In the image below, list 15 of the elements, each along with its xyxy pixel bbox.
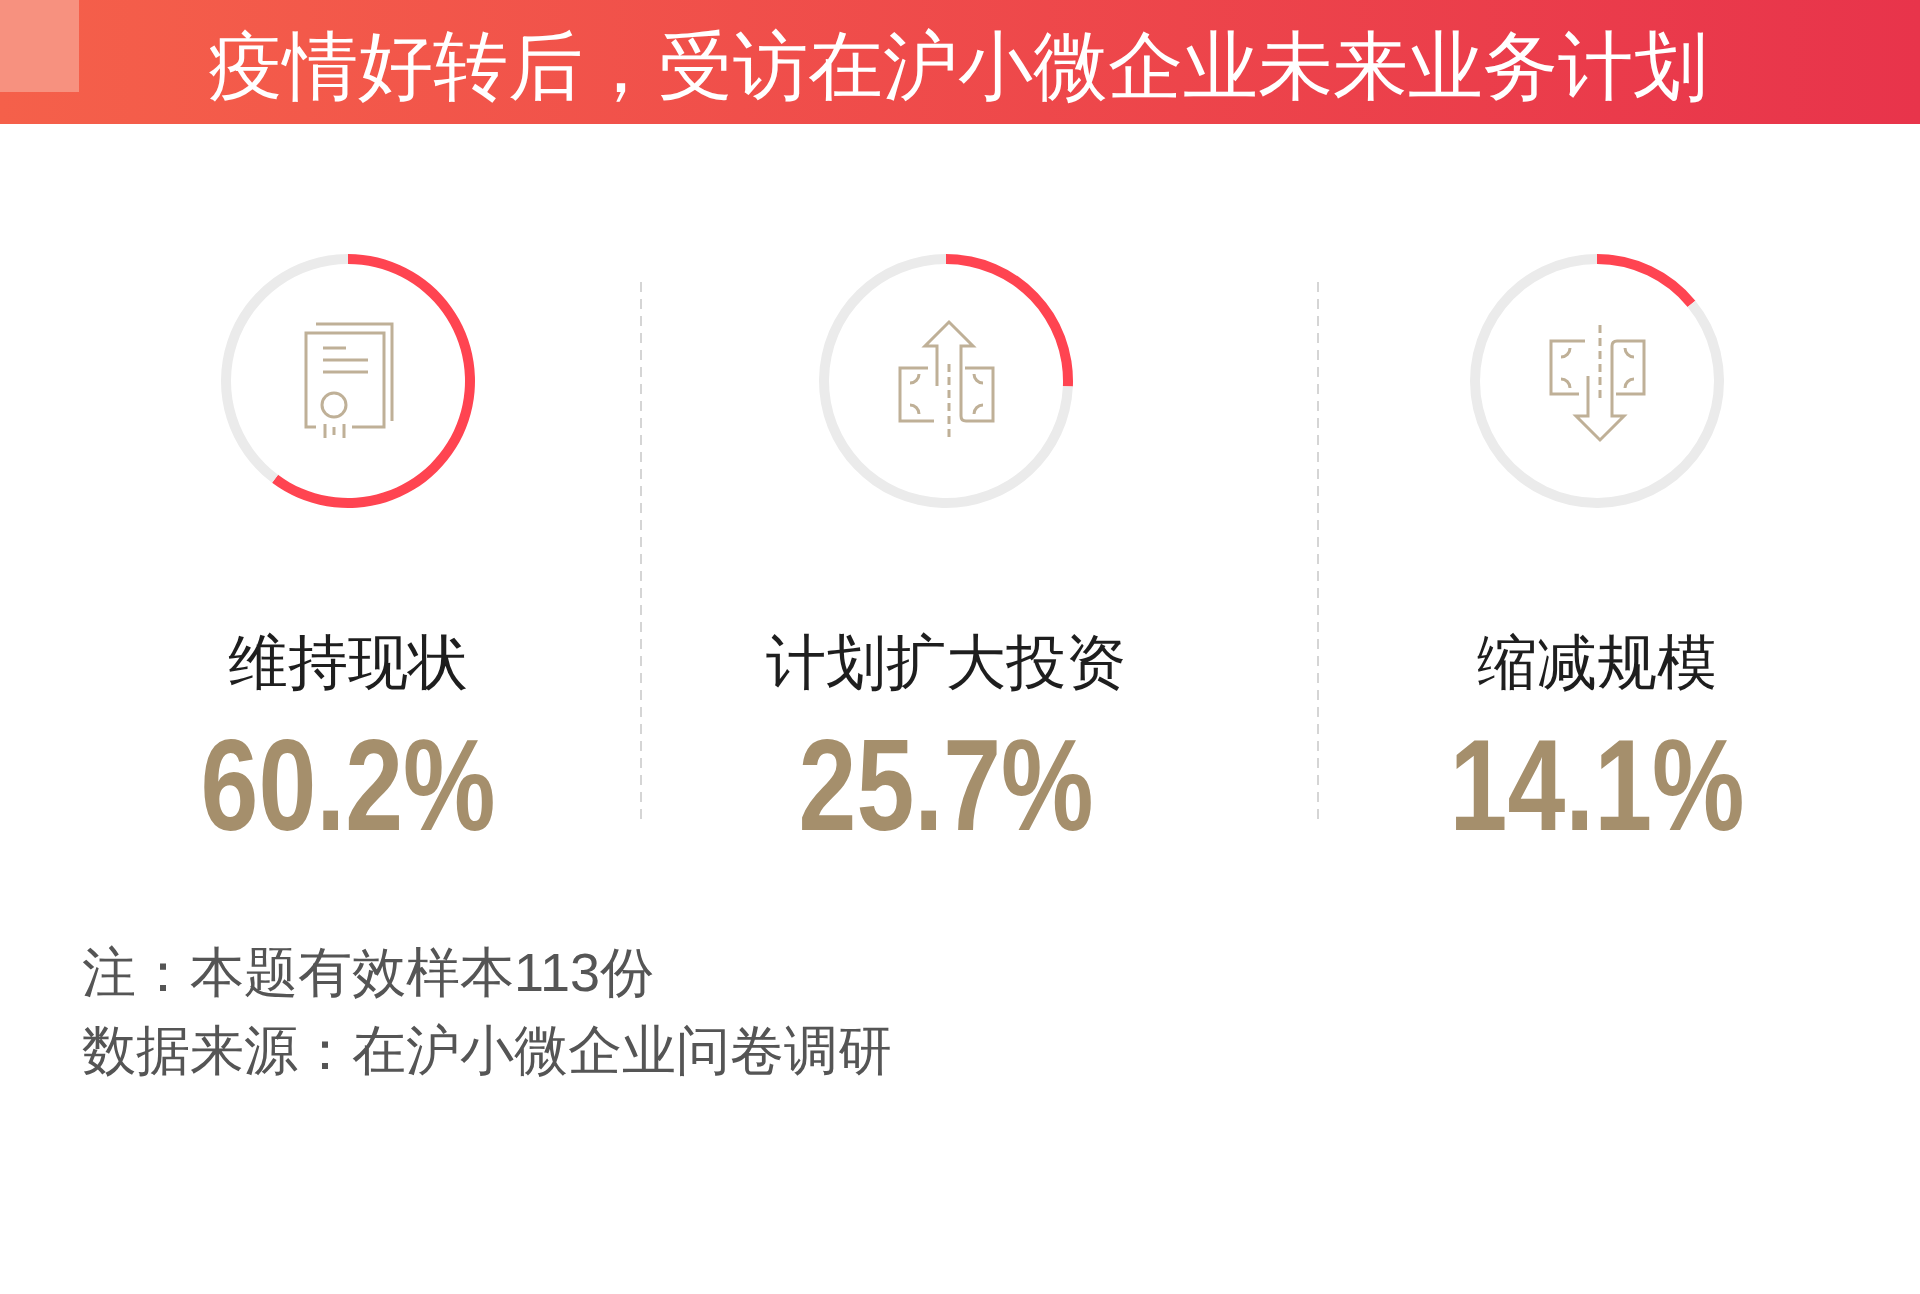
text: 计划扩大投资 [766,628,1126,696]
text: 维持现状 [228,628,468,696]
donut-slice [819,254,1073,508]
donut-slice [272,254,475,508]
donut-slice [1597,254,1696,307]
donut-slice [221,254,348,483]
text: 注：本题有效样本113份 [82,942,655,1002]
text: 缩减规模 [1477,628,1717,696]
text: 疫情好转后，受访在沪小微企业未来业务计划 [208,24,1708,108]
text: 14.1% [1449,711,1745,858]
source-note: 数据来源：在沪小微企业问卷调研 [82,1020,892,1080]
donut-slice [1470,254,1724,508]
text: 60.2% [200,711,496,858]
text: 25.7% [798,711,1094,858]
donut-slice [946,254,1073,387]
